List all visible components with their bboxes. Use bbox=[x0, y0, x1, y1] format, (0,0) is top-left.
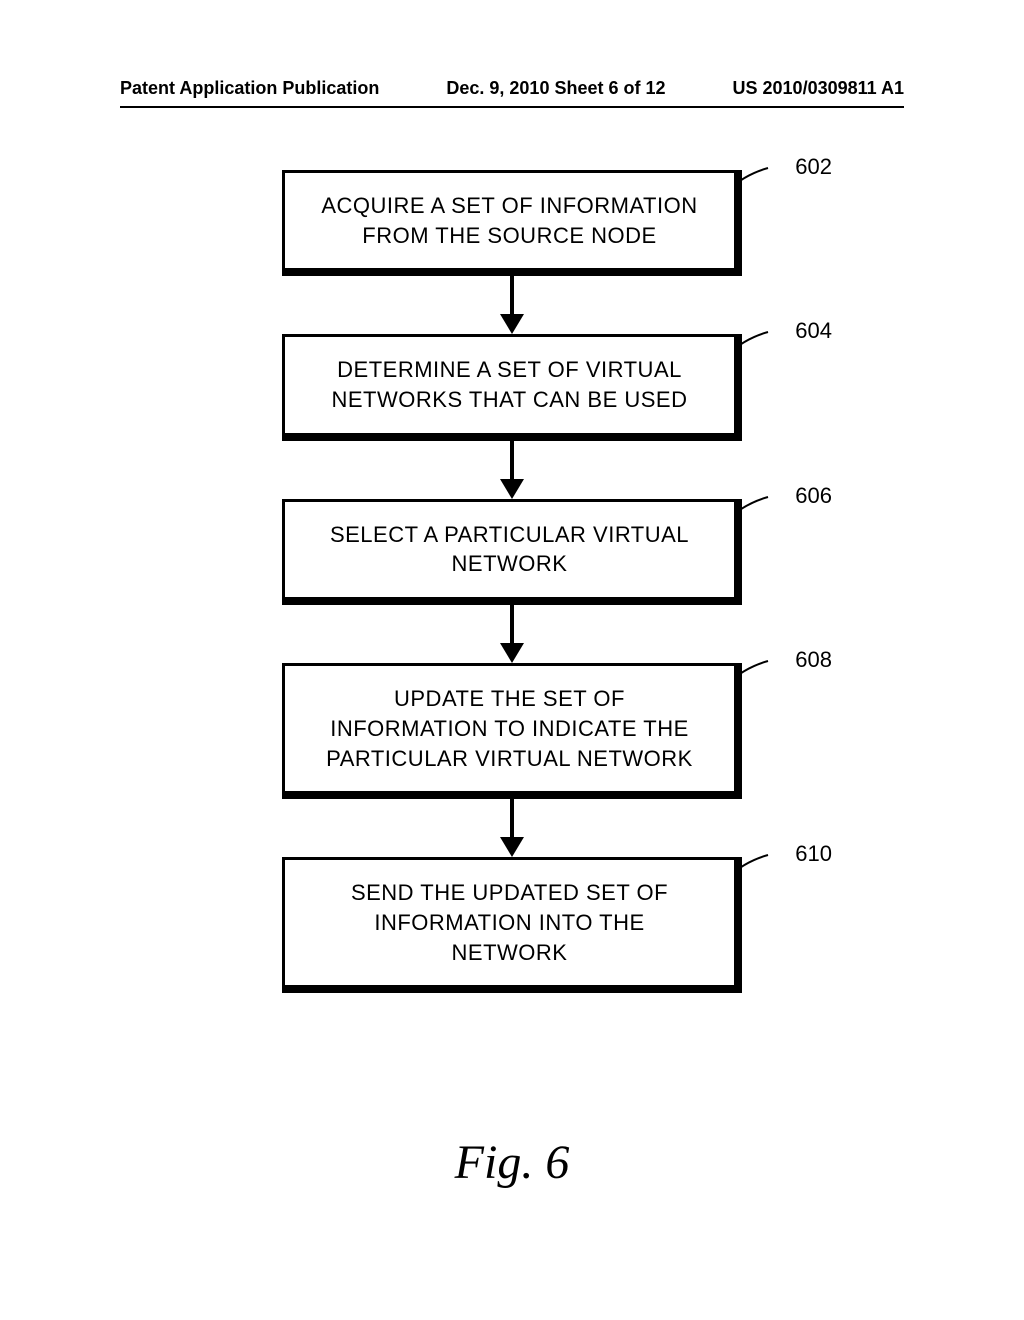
flow-arrow bbox=[212, 605, 812, 663]
flow-node: SEND THE UPDATED SET OF INFORMATION INTO… bbox=[212, 857, 812, 993]
flow-arrow bbox=[212, 276, 812, 334]
header-center: Dec. 9, 2010 Sheet 6 of 12 bbox=[446, 78, 665, 99]
arrow-head-icon bbox=[500, 837, 524, 857]
flow-arrow bbox=[212, 799, 812, 857]
header-left: Patent Application Publication bbox=[120, 78, 379, 99]
flow-node-text: SELECT A PARTICULAR VIRTUAL NETWORK bbox=[282, 499, 742, 605]
flow-node-text: UPDATE THE SET OF INFORMATION TO INDICAT… bbox=[282, 663, 742, 799]
flowchart: ACQUIRE A SET OF INFORMATION FROM THE SO… bbox=[212, 170, 812, 993]
ref-label: 606 bbox=[795, 483, 832, 509]
header-rule bbox=[120, 106, 904, 108]
ref-label: 608 bbox=[795, 647, 832, 673]
flow-node: DETERMINE A SET OF VIRTUAL NETWORKS THAT… bbox=[212, 334, 812, 440]
ref-label: 602 bbox=[795, 154, 832, 180]
flow-node-text: SEND THE UPDATED SET OF INFORMATION INTO… bbox=[282, 857, 742, 993]
flow-node: ACQUIRE A SET OF INFORMATION FROM THE SO… bbox=[212, 170, 812, 276]
flow-node: SELECT A PARTICULAR VIRTUAL NETWORK 606 bbox=[212, 499, 812, 605]
page-header: Patent Application Publication Dec. 9, 2… bbox=[0, 78, 1024, 99]
flow-node-text: DETERMINE A SET OF VIRTUAL NETWORKS THAT… bbox=[282, 334, 742, 440]
arrow-head-icon bbox=[500, 479, 524, 499]
arrow-head-icon bbox=[500, 314, 524, 334]
ref-label: 610 bbox=[795, 841, 832, 867]
flow-node: UPDATE THE SET OF INFORMATION TO INDICAT… bbox=[212, 663, 812, 799]
figure-caption: Fig. 6 bbox=[455, 1135, 570, 1190]
ref-label: 604 bbox=[795, 318, 832, 344]
flow-node-text: ACQUIRE A SET OF INFORMATION FROM THE SO… bbox=[282, 170, 742, 276]
arrow-head-icon bbox=[500, 643, 524, 663]
flow-arrow bbox=[212, 441, 812, 499]
header-right: US 2010/0309811 A1 bbox=[733, 78, 904, 99]
